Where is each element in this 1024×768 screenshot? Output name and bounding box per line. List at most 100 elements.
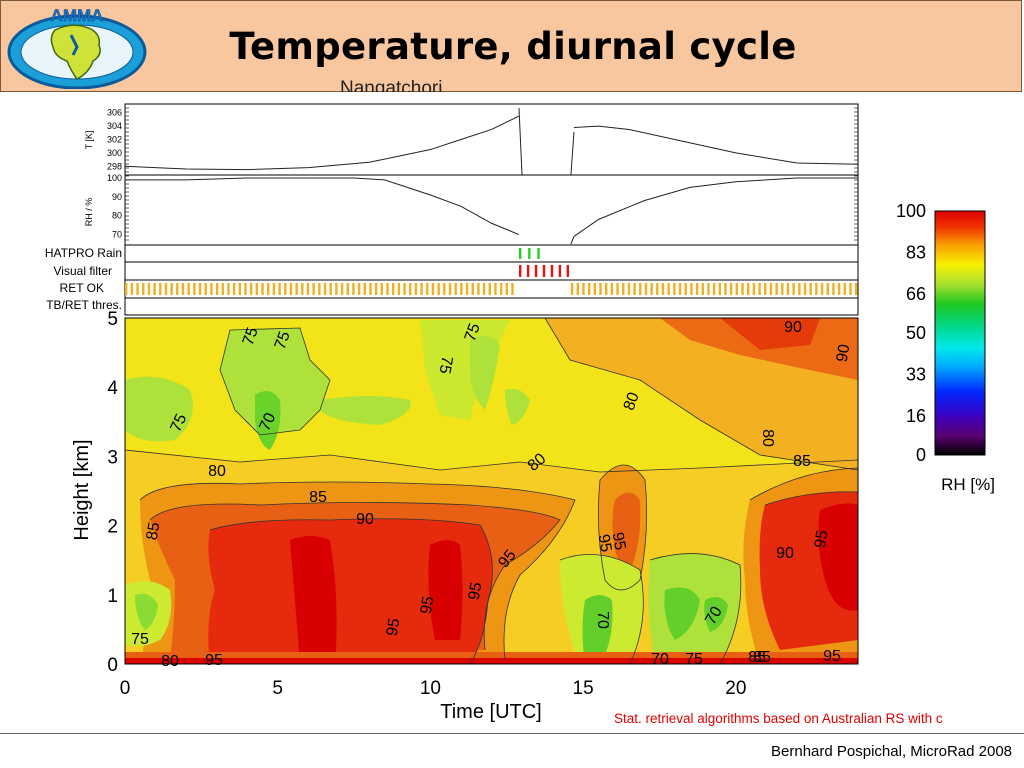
ret-ok-flag [837,283,841,295]
ret-ok-flag [729,283,733,295]
ret-ok-flag [707,283,710,295]
contour-label: 85 [144,521,164,542]
ret-ok-flag [769,283,773,295]
y-tick-labels: 0 1 2 3 4 5 [107,309,118,676]
ret-ok-flag [306,283,310,295]
ret-ok-flag [752,283,756,295]
ret-ok-flag [443,283,446,295]
ret-ok-flag [843,283,846,295]
temperature-gap-line [570,131,575,176]
ret-ok-flag [747,283,750,295]
rh-series-line [125,177,520,236]
ret-ok-flag [380,283,384,295]
flag-markers [125,248,858,295]
ret-ok-flag [238,283,242,295]
ret-ok-flag [437,283,440,295]
rh-tick-label: 80 [112,211,122,221]
ret-ok-flag [454,283,457,295]
visual-filter-flag [550,265,554,277]
contour-label: 70 [256,410,279,433]
ret-ok-flag [792,283,795,295]
ret-ok-flag [758,283,761,295]
ret-ok-flag [420,283,423,295]
ret-ok-flag [164,283,168,295]
flag-row-visual [124,261,859,281]
rh-tick-label: 100 [107,173,122,183]
rh-gap-line [570,236,575,245]
ret-ok-flag [289,283,293,295]
contour-label: 90 [834,343,854,364]
contour-label: 95 [205,652,223,669]
contour-label: 95 [595,533,615,554]
temperature-gap-line [518,107,523,176]
ret-ok-flag [335,283,338,295]
ret-ok-flag [210,283,213,295]
ret-ok-flag [695,283,699,295]
ret-ok-flag [781,283,784,295]
colorbar-tick-label: 100 [896,201,926,221]
x-tick-label: 0 [120,678,131,699]
colorbar [934,210,986,456]
temperature-tick-label: 298 [107,161,122,171]
rh-tick-labels: 100 90 80 70 [107,173,122,240]
ret-ok-flag [426,283,429,295]
temperature-tick-label: 302 [107,135,122,145]
contour-label: 75 [435,355,455,376]
retrieval-note: Stat. retrieval algorithms based on Aust… [614,711,943,726]
colorbar-tick-label: 50 [906,323,926,343]
contour-label: 85 [753,649,771,666]
ret-ok-flag [153,283,156,295]
ret-ok-flag [352,283,355,295]
ret-ok-flag [712,283,716,295]
ret-ok-flag [639,283,642,295]
flag-row-rain [124,244,859,263]
ret-ok-flag [329,283,332,295]
contour-label: 95 [418,595,438,616]
temperature-panel [124,103,859,176]
ret-ok-flag [130,283,134,295]
ret-ok-flag [278,283,281,295]
ret-ok-flag [644,283,648,295]
ret-ok-flag [147,283,151,295]
ret-ok-flag [249,283,253,295]
ret-ok-flag [136,283,139,295]
flag-label-rain: HATPRO Rain [45,246,122,260]
ret-ok-flag [690,283,693,295]
ret-ok-flag [593,283,597,295]
ret-ok-flag [633,283,636,295]
contour-label: 80 [759,429,776,447]
ret-ok-flag [587,283,591,295]
ret-ok-flag [684,283,687,295]
visual-filter-flag [534,265,538,277]
ret-ok-flag [798,283,801,295]
ret-ok-flag [215,283,219,295]
ret-ok-flag [295,283,298,295]
rh-panel [124,174,859,246]
contour-label: 75 [272,329,294,352]
contour-label: 70 [594,611,611,629]
visual-filter-flag [518,265,522,277]
ret-ok-flag [460,283,463,295]
visual-filter-flag [526,265,530,277]
ret-ok-flag [142,283,145,295]
contour-label: 75 [240,325,262,348]
rh-ylabel: RH / % [84,198,94,227]
ret-ok-flag [599,283,602,295]
ret-ok-flag [673,283,676,295]
contour-label: 95 [466,581,486,602]
ret-ok-flag [232,283,236,295]
visual-filter-flag [566,265,570,277]
ret-ok-flag [471,283,474,295]
rh-series-line [573,177,858,237]
rain-flag [528,248,531,259]
ret-ok-flag [604,283,608,295]
ret-ok-flag [465,283,469,295]
ret-ok-flag [181,283,185,295]
contour-label: 75 [462,321,484,344]
ret-ok-flag [854,283,858,295]
colorbar-tick-label: 33 [906,364,926,384]
ret-ok-flag [301,283,304,295]
ret-ok-flag [656,283,659,295]
